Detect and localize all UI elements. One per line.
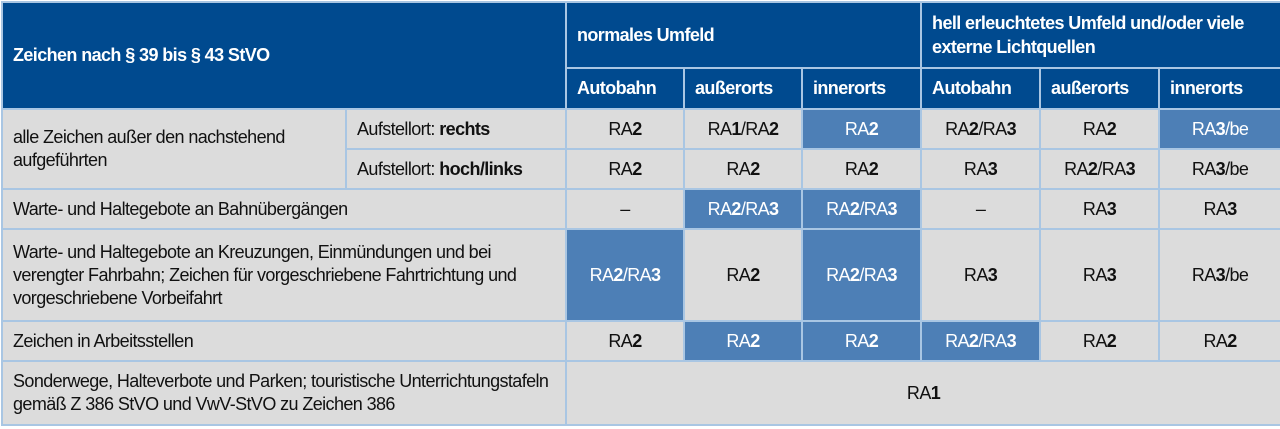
value-cell: RA2/RA3 bbox=[683, 188, 804, 230]
table-row: Aufstellort: hoch/links RA2 RA2 RA2 RA3 RA2/… bbox=[2, 148, 1280, 190]
row-label: alle Zeichen außer den nachstehend aufge… bbox=[1, 108, 347, 190]
value-cell: RA2 bbox=[801, 320, 923, 362]
value-cell: RA2 bbox=[801, 108, 923, 150]
value-cell: RA1 bbox=[565, 360, 1280, 426]
col-header: Autobahn bbox=[565, 67, 686, 110]
value-cell: RA3 bbox=[1158, 188, 1280, 230]
col-header: außerorts bbox=[683, 67, 804, 110]
value-cell: RA2/RA3 bbox=[920, 320, 1042, 362]
value-cell: RA2/RA3 bbox=[1039, 148, 1161, 190]
value-cell: RA2 bbox=[683, 228, 804, 322]
row-label: Sonderwege, Halteverbote und Parken; tou… bbox=[0, 360, 568, 426]
table-row: Sonderwege, Halteverbote und Parken; tou… bbox=[0, 360, 1280, 426]
value-cell: RA1/RA2 bbox=[683, 108, 804, 150]
value-cell: RA2 bbox=[565, 320, 686, 362]
col-header: innerorts bbox=[1158, 67, 1280, 110]
value-cell: RA2 bbox=[683, 148, 804, 190]
row-label: Warte- und Haltegebote an Bahnübergängen bbox=[0, 188, 568, 230]
col-header: innerorts bbox=[801, 67, 923, 110]
group-bright-header: hell erleuchtetes Umfeld und/oder viele … bbox=[920, 1, 1280, 69]
table-title: Zeichen nach § 39 bis § 43 StVO bbox=[0, 1, 568, 110]
table-row: Warte- und Haltegebote an Kreuzungen, Ei… bbox=[0, 228, 1280, 322]
group-normal-header: normales Umfeld bbox=[565, 1, 923, 69]
value-cell: RA2/RA3 bbox=[801, 228, 923, 322]
sub-label: Aufstellort: hoch/links bbox=[344, 148, 568, 190]
value-cell: RA2/RA3 bbox=[801, 188, 923, 230]
col-header: außerorts bbox=[1039, 67, 1161, 110]
row-label: Warte- und Haltegebote an Kreuzungen, Ei… bbox=[0, 228, 568, 322]
col-header: Autobahn bbox=[920, 67, 1042, 110]
table-row: Warte- und Haltegebote an Bahnübergängen… bbox=[0, 188, 1280, 230]
value-cell: RA2 bbox=[1039, 320, 1161, 362]
table-row: Zeichen in Arbeitsstellen RA2 RA2 RA2 RA2/R… bbox=[0, 320, 1280, 362]
value-cell: RA2 bbox=[1039, 108, 1161, 150]
value-cell: RA3/be bbox=[1158, 228, 1280, 322]
value-cell: RA2 bbox=[565, 108, 686, 150]
value-cell: RA2 bbox=[565, 148, 686, 190]
sub-label: Aufstellort: rechts bbox=[344, 108, 568, 150]
value-cell: RA3 bbox=[1039, 228, 1161, 322]
value-cell: RA3/be bbox=[1158, 148, 1280, 190]
value-cell: RA3 bbox=[920, 228, 1042, 322]
value-cell: RA3 bbox=[1039, 188, 1161, 230]
value-cell: – bbox=[565, 188, 686, 230]
value-cell: RA2/RA3 bbox=[565, 228, 686, 322]
value-cell: RA2/RA3 bbox=[920, 108, 1042, 150]
value-cell: RA3 bbox=[920, 148, 1042, 190]
value-cell: – bbox=[920, 188, 1042, 230]
value-cell: RA3/be bbox=[1158, 108, 1280, 150]
value-cell: RA2 bbox=[683, 320, 804, 362]
value-cell: RA2 bbox=[801, 148, 923, 190]
table-row: alle Zeichen außer den nachstehend aufge… bbox=[1, 108, 1280, 190]
row-label: Zeichen in Arbeitsstellen bbox=[0, 320, 568, 362]
value-cell: RA2 bbox=[1158, 320, 1280, 362]
